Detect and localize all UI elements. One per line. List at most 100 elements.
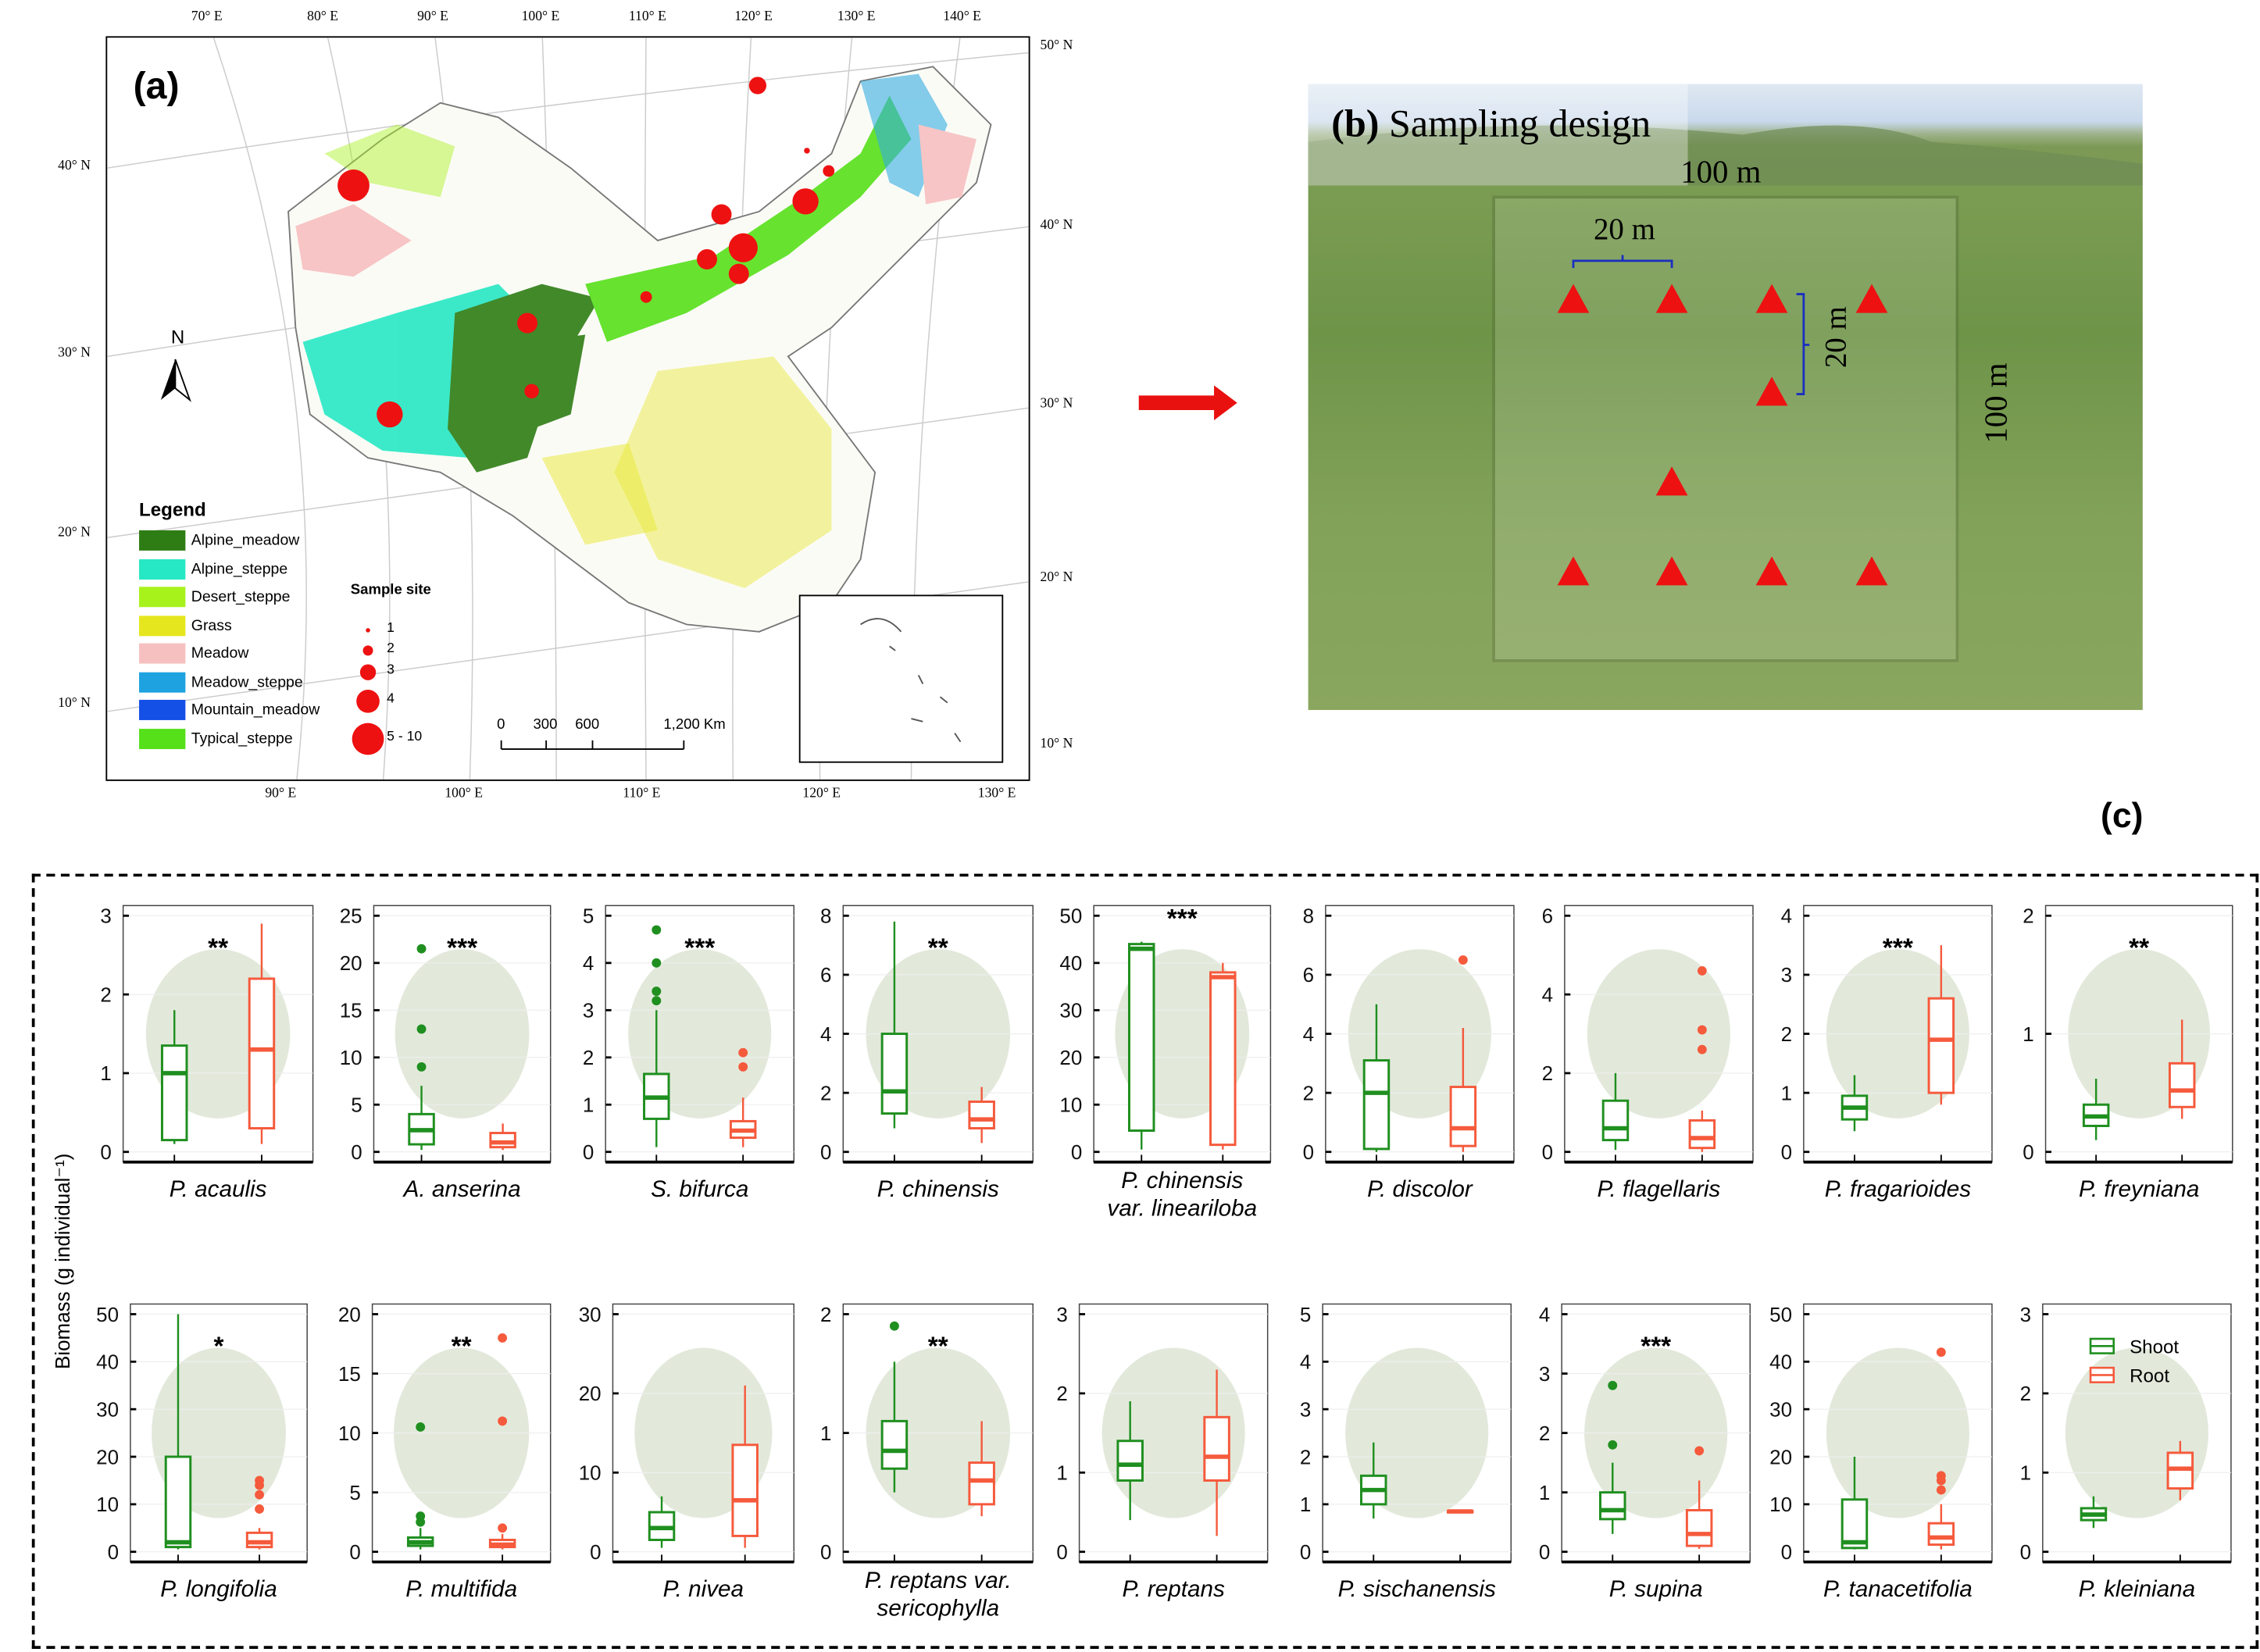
y-tick-label: 2 [1300,1445,1311,1468]
legend-swatch [139,558,186,580]
shoot-box [1116,1440,1144,1482]
right-latitude-label: 20° N [1040,570,1073,586]
shoot-outlier [416,1061,427,1072]
y-tick-label: 10 [340,1046,362,1069]
legend-label: Mountain_meadow [191,701,320,719]
root-outlier [738,1047,748,1058]
shoot-box [1601,1099,1630,1142]
y-tick-label: 2 [1303,1081,1314,1104]
y-tick-label: 20 [1769,1445,1792,1468]
sample-site-dot [711,204,732,225]
legend-label: Alpine_steppe [191,559,288,578]
quadrat-triangle [1655,466,1688,496]
species-name: P. reptans var. [865,1568,1012,1593]
plot-frame [1322,1303,1512,1563]
root-outlier [738,1061,748,1072]
significance-label: *** [1167,904,1198,933]
panel-b-photo: (b) Sampling design 100 m 20 m 20 m 100 … [1308,84,2143,710]
sample-size-label: 3 [387,662,395,679]
sample-site-dot [728,263,749,284]
sample-site-dot [823,165,835,177]
left-latitude-label: 10° N [58,697,91,712]
boxplot-panel: 0 10 20 30 40 50 * P. longifolia [96,1303,308,1602]
root-box [968,1461,995,1506]
legend-item: Typical_steppe [139,728,293,749]
y-tick-label: 0 [1542,1140,1553,1164]
plot-frame [1803,1303,1993,1563]
y-tick-label: 0 [820,1140,831,1164]
sample-sites [337,77,835,428]
north-label: N [170,326,185,348]
legend-swatch [139,643,186,664]
y-tick-label: 20 [579,1382,602,1405]
root-box [1927,1522,1955,1547]
bottom-longitude-label: 130° E [977,787,1016,801]
boxplot-panel: 0 2 4 6 8 ** P. chinensis [820,904,1034,1202]
species-name: var. lineariloba [1107,1195,1257,1221]
scale-label: 300 [533,717,558,733]
y-tick-label: 0 [1303,1140,1314,1164]
quadrat-triangle [1655,556,1688,586]
boxplot-panel: 0 1 2 3 4 5 P. sischanensis [1300,1303,1512,1602]
y-tick-label: 10 [1059,1094,1082,1117]
top-longitude-label: 130° E [837,9,876,25]
sample-site-dot [337,169,370,202]
panel-b-title: (b) Sampling design [1331,102,1651,147]
top-longitude-label: 90° E [417,9,448,25]
shoot-box [880,1419,909,1470]
sample-size-dot [366,628,370,633]
shoot-box [164,1455,192,1549]
root-box [489,1132,516,1149]
significance-label: ** [452,1332,472,1361]
panel-a-map: (a) N Legend Alpine_meadow Alpine_steppe D… [105,36,1030,781]
quadrat-triangle [1855,556,1888,586]
plant-specimen-image [1587,949,1731,1119]
quadrat-triangle [1755,284,1788,313]
sample-size-label: 1 [387,619,395,637]
species-name: P. supina [1609,1576,1703,1602]
boxplot-panel: 0 1 2 3 P. kleiniana Shoot Root [2020,1303,2232,1602]
y-tick-label: 2 [820,1303,831,1326]
species-name: A. anserina [402,1176,521,1202]
y-tick-label: 50 [1059,904,1082,928]
significance-label: ** [928,933,948,962]
y-tick-label: 0 [2023,1140,2033,1164]
significance-label: * [214,1332,224,1361]
bottom-longitude-label: 110° E [623,787,661,801]
china-grassland-map [107,37,1029,780]
root-outlier [1697,965,1707,976]
y-tick-label: 20 [340,951,362,975]
shoot-outlier [416,1511,426,1522]
root-box [2168,1061,2196,1108]
plant-specimen-image [1826,1347,1970,1518]
root-outlier [1697,1044,1707,1054]
y-tick-label: 20 [96,1445,119,1468]
shoot-box [160,1044,188,1142]
root-outlier [1697,1025,1707,1035]
root-box [731,1443,759,1537]
shoot-box [880,1033,909,1115]
y-tick-label: 50 [1769,1303,1792,1326]
legend-swatch [139,671,186,692]
y-tick-label: 1 [2020,1461,2031,1485]
sample-site-dot [640,291,652,303]
y-tick-label: 0 [1781,1140,1792,1164]
legend-label: Alpine_meadow [191,531,300,550]
shoot-outlier [889,1321,899,1331]
y-tick-label: 1 [2023,1022,2033,1046]
root-box [968,1100,995,1129]
y-tick-label: 25 [340,904,362,928]
legend-item: Meadow_steppe [139,671,303,692]
boxplot-panel: 0 5 10 15 20 25 *** A. anserina [340,904,552,1202]
species-name: sericophylla [877,1595,1000,1621]
quadrat-triangle [1557,284,1590,313]
sampling-design-title: Sampling design [1389,101,1651,145]
y-tick-label: 4 [1539,1303,1550,1326]
root-box [1688,1119,1716,1150]
outer-width-label: 100 m [1680,153,1762,191]
plot-frame [612,1303,795,1563]
y-tick-label: 30 [96,1397,119,1421]
y-tick-label: 4 [583,951,594,975]
species-name: P. fragarioides [1825,1176,1972,1202]
top-longitude-label: 120° E [734,9,773,25]
